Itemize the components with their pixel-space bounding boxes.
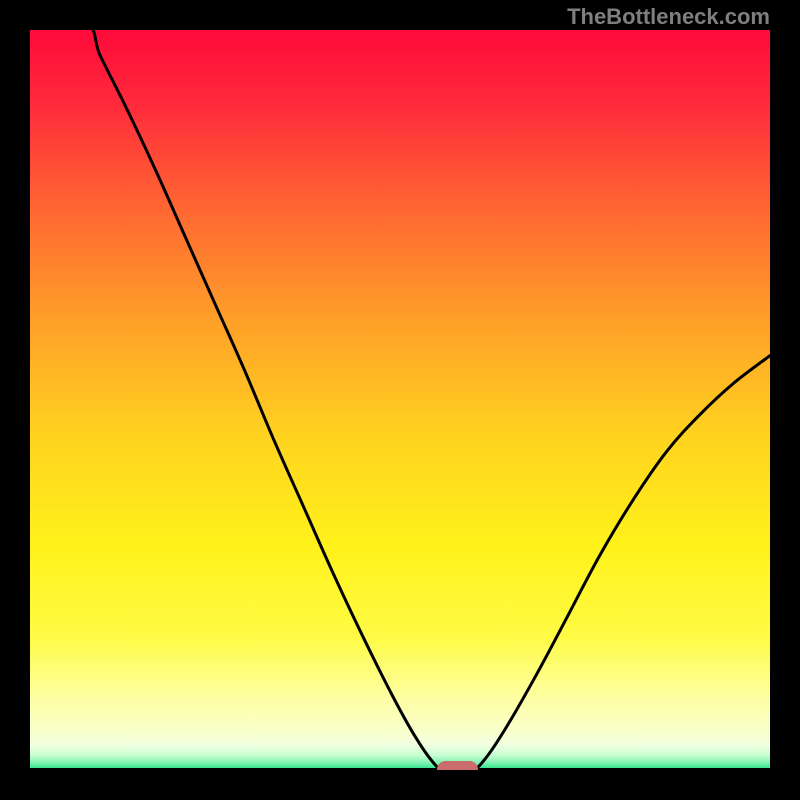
bottleneck-curve (30, 30, 770, 770)
plot-area (30, 30, 770, 770)
optimal-marker (437, 761, 478, 771)
curve-layer (30, 30, 770, 770)
chart-stage: TheBottleneck.com (0, 0, 800, 800)
attribution-label: TheBottleneck.com (567, 4, 770, 30)
